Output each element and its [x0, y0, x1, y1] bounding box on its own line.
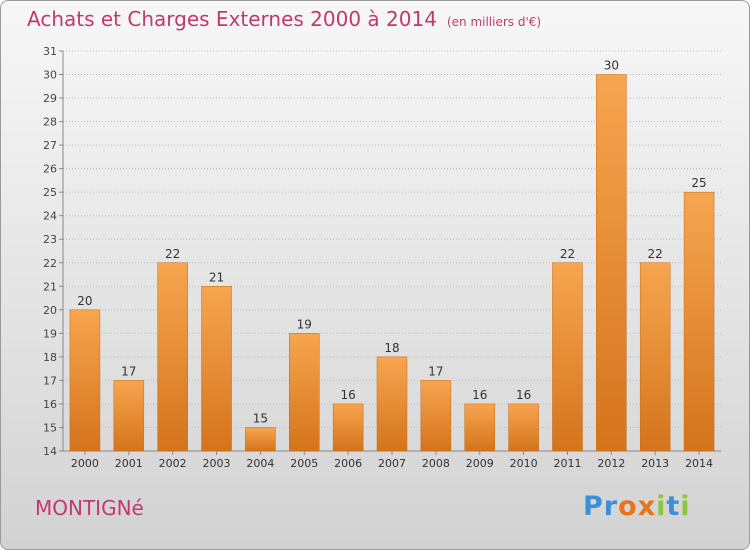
y-tick-label: 19 — [43, 327, 57, 340]
y-tick-label: 31 — [43, 45, 57, 58]
bar — [69, 309, 101, 452]
y-tick-label: 15 — [43, 421, 57, 434]
chart-title-text: Achats et Charges Externes 2000 à 2014 — [27, 7, 437, 31]
bar-value-label: 16 — [340, 388, 355, 402]
y-tick-label: 21 — [43, 280, 57, 293]
bar — [201, 286, 232, 452]
logo-letter: x — [637, 491, 657, 522]
y-tick-label: 14 — [43, 445, 57, 458]
chart-title: Achats et Charges Externes 2000 à 2014 (e… — [27, 7, 541, 31]
x-tick-label: 2001 — [115, 457, 143, 470]
bar-value-label: 22 — [560, 247, 575, 261]
y-tick-label: 16 — [43, 398, 57, 411]
y-tick-label: 27 — [43, 139, 57, 152]
chart-unit: (en milliers d'€) — [446, 15, 542, 29]
proxiti-logo[interactable]: Proxiti — [583, 491, 691, 522]
x-tick-label: 2014 — [685, 457, 713, 470]
x-tick-label: 2013 — [641, 457, 669, 470]
bar — [420, 380, 452, 452]
x-tick-label: 2004 — [246, 457, 274, 470]
bar-value-label: 17 — [428, 364, 443, 378]
y-tick-label: 22 — [43, 257, 57, 270]
logo-letter: r — [603, 491, 619, 522]
logo-letter: i — [680, 491, 691, 522]
bar — [639, 262, 671, 452]
bar — [596, 74, 627, 452]
logo-letter: P — [583, 491, 604, 522]
bar — [508, 403, 539, 452]
x-tick-label: 2008 — [422, 457, 450, 470]
axes: 14 15 16 17 18 19 20 21 22 23 24 25 26 27 28 29 30 31 — [43, 45, 721, 458]
bar-value-label: 15 — [253, 411, 268, 425]
logo-letter: t — [666, 491, 681, 522]
bar — [376, 356, 408, 452]
bar-value-label: 16 — [472, 388, 487, 402]
bar — [113, 380, 145, 452]
bar-value-label: 22 — [165, 247, 180, 261]
bar-value-label: 22 — [648, 247, 663, 261]
bar — [332, 403, 364, 452]
bar-value-label: 18 — [384, 341, 399, 355]
y-tick-label: 24 — [43, 210, 57, 223]
bar-value-label: 19 — [297, 317, 312, 331]
x-tick-label: 2009 — [466, 457, 494, 470]
bar — [157, 262, 188, 452]
y-tick-label: 26 — [43, 163, 57, 176]
bar — [289, 333, 320, 452]
bar — [683, 191, 715, 452]
y-tick-label: 17 — [43, 374, 57, 387]
labels: 20 2000 17 2001 22 2002 21 2003 15 2004 19 2005 16 20… — [71, 59, 713, 470]
x-tick-label: 2005 — [290, 457, 318, 470]
logo-letter: o — [618, 491, 638, 522]
bar — [245, 427, 276, 452]
y-tick-label: 23 — [43, 233, 57, 246]
bar-value-label: 17 — [121, 364, 136, 378]
bar — [464, 403, 495, 452]
bar-value-label: 30 — [604, 59, 619, 73]
bars — [69, 74, 715, 452]
commune-name: MONTIGNé — [35, 496, 144, 520]
y-tick-label: 30 — [43, 69, 57, 82]
x-tick-label: 2002 — [159, 457, 187, 470]
x-tick-label: 2007 — [378, 457, 406, 470]
x-tick-label: 2006 — [334, 457, 362, 470]
bar-value-label: 21 — [209, 270, 224, 284]
y-tick-label: 20 — [43, 304, 57, 317]
bar — [552, 262, 583, 452]
x-tick-label: 2000 — [71, 457, 99, 470]
y-tick-label: 25 — [43, 186, 57, 199]
y-tick-label: 28 — [43, 116, 57, 129]
y-tick-label: 18 — [43, 351, 57, 364]
y-tick-label: 29 — [43, 92, 57, 105]
bar-value-label: 20 — [77, 294, 92, 308]
x-tick-label: 2012 — [597, 457, 625, 470]
x-tick-label: 2010 — [510, 457, 538, 470]
x-tick-label: 2003 — [203, 457, 231, 470]
logo-letter: i — [656, 491, 667, 522]
bar-value-label: 25 — [691, 176, 706, 190]
x-tick-label: 2011 — [553, 457, 581, 470]
bar-value-label: 16 — [516, 388, 531, 402]
